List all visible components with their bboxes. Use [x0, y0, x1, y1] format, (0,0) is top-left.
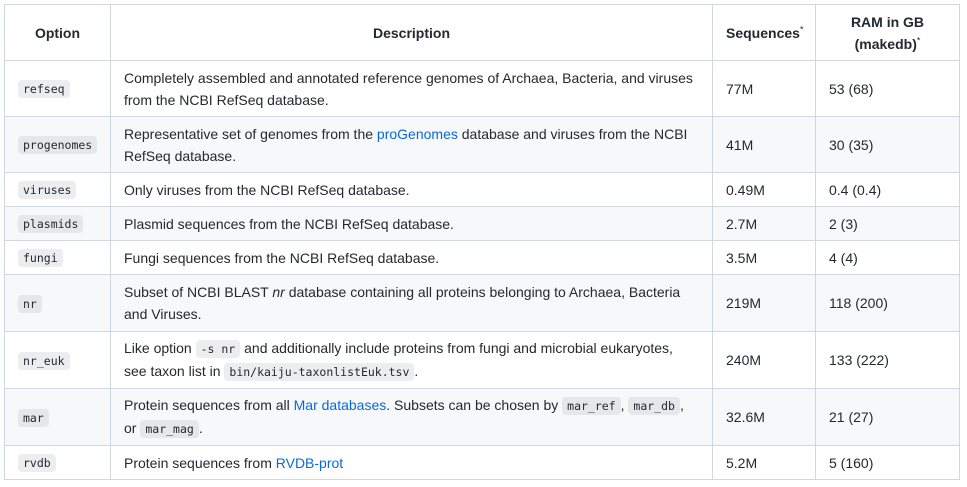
table-row: viruses Only viruses from the NCBI RefSe…	[4, 172, 960, 207]
inline-code: mar_db	[628, 397, 680, 415]
sequences-cell: 240M	[712, 331, 816, 389]
header-sequences-footnote-mark: *	[799, 23, 804, 34]
description-text: , or	[124, 397, 684, 436]
inline-code: mar_ref	[562, 397, 621, 415]
description-emphasis: nr	[272, 284, 285, 300]
description-text: Plasmid sequences from the NCBI RefSeq d…	[124, 215, 454, 232]
sequences-cell: 3.5M	[712, 240, 816, 275]
description-cell: Only viruses from the NCBI RefSeq databa…	[110, 172, 713, 207]
sequences-cell: 2.7M	[712, 206, 816, 241]
table-row: plasmids Plasmid sequences from the NCBI…	[4, 206, 960, 241]
description-cell: Representative set of genomes from the p…	[110, 116, 713, 173]
description-text: Completely assembled and annotated refer…	[124, 69, 693, 108]
description-cell: Like option -s nr and additionally inclu…	[110, 331, 713, 389]
option-cell: fungi	[4, 240, 111, 275]
sequences-cell: 77M	[712, 60, 816, 117]
header-sequences: Sequences*	[712, 4, 816, 61]
option-code: refseq	[18, 80, 70, 98]
description-text: Subset of NCBI BLAST	[124, 284, 273, 300]
description-text: Protein sequences from	[124, 454, 276, 471]
option-cell: viruses	[4, 172, 111, 207]
rvdb-prot-link[interactable]: RVDB-prot	[275, 454, 344, 471]
header-ram-line2: (makedb)	[854, 35, 917, 52]
option-cell: plasmids	[4, 206, 111, 241]
option-code: fungi	[18, 249, 63, 267]
description-text: Protein sequences from all	[124, 397, 294, 413]
description-text: Representative set of genomes from the	[124, 125, 377, 142]
ram-cell: 2 (3)	[815, 206, 960, 241]
inline-code: -s nr	[195, 340, 241, 358]
description-text: . Subsets can be chosen by	[386, 397, 563, 413]
option-cell: mar	[4, 388, 111, 446]
table-row: nr Subset of NCBI BLAST nr database cont…	[4, 274, 960, 332]
option-cell: nr	[4, 274, 111, 332]
option-cell: rvdb	[4, 445, 111, 480]
description-text: and additionally include proteins from f…	[124, 340, 673, 379]
progenomes-link[interactable]: proGenomes	[376, 125, 458, 142]
table-row: rvdb Protein sequences from RVDB-prot 5.…	[4, 445, 960, 480]
table-row: progenomes Representative set of genomes…	[4, 116, 960, 173]
inline-code: mar_mag	[140, 420, 199, 438]
ram-cell: 21 (27)	[815, 388, 960, 446]
sequences-cell: 219M	[712, 274, 816, 332]
ram-cell: 4 (4)	[815, 240, 960, 275]
description-text: .	[414, 363, 419, 379]
description-text: Fungi sequences from the NCBI RefSeq dat…	[124, 249, 440, 266]
header-ram-line1: RAM in GB	[850, 13, 925, 30]
table-row: mar Protein sequences from all Mar datab…	[4, 388, 960, 446]
table-row: nr_euk Like option -s nr and additionall…	[4, 331, 960, 389]
description-cell: Subset of NCBI BLAST nr database contain…	[110, 274, 713, 332]
ram-cell: 133 (222)	[815, 331, 960, 389]
sequences-cell: 41M	[712, 116, 816, 173]
option-code: progenomes	[18, 136, 98, 154]
header-sequences-label: Sequences	[726, 24, 800, 41]
option-code: rvdb	[18, 454, 56, 472]
header-ram-footnote-mark: *	[916, 34, 921, 45]
table-row: fungi Fungi sequences from the NCBI RefS…	[4, 240, 960, 275]
sequences-cell: 0.49M	[712, 172, 816, 207]
option-cell: nr_euk	[4, 331, 111, 389]
table-header-row: Option Description Sequences* RAM in GB(…	[4, 4, 960, 61]
option-code: mar	[18, 408, 49, 427]
sequences-cell: 32.6M	[712, 388, 816, 446]
description-text: ,	[620, 397, 629, 413]
option-code: nr_euk	[18, 351, 70, 370]
description-text: .	[198, 420, 203, 436]
header-description: Description	[110, 4, 713, 61]
description-cell: Protein sequences from all Mar databases…	[110, 388, 713, 446]
header-option: Option	[4, 4, 111, 61]
ram-cell: 0.4 (0.4)	[815, 172, 960, 207]
description-cell: Fungi sequences from the NCBI RefSeq dat…	[110, 240, 713, 275]
description-text: database containing all proteins belongi…	[124, 284, 681, 322]
mar-databases-link[interactable]: Mar databases	[293, 397, 387, 413]
option-cell: refseq	[4, 60, 111, 117]
ram-cell: 30 (35)	[815, 116, 960, 173]
table-row: refseq Completely assembled and annotate…	[4, 60, 960, 117]
ram-cell: 118 (200)	[815, 274, 960, 332]
description-cell: Completely assembled and annotated refer…	[110, 60, 713, 117]
header-ram: RAM in GB (makedb)*	[815, 4, 960, 61]
inline-code: bin/kaiju-taxonlistEuk.tsv	[224, 363, 415, 381]
description-cell: Plasmid sequences from the NCBI RefSeq d…	[110, 206, 713, 241]
database-options-table: Option Description Sequences* RAM in GB(…	[4, 4, 960, 480]
description-text: Only viruses from the NCBI RefSeq databa…	[124, 181, 410, 198]
description-text: database and viruses from the NCBI RefSe…	[124, 125, 688, 164]
option-code: viruses	[18, 181, 77, 199]
option-code: plasmids	[18, 215, 84, 233]
option-code: nr	[18, 294, 42, 313]
description-cell: Protein sequences from RVDB-prot	[110, 445, 713, 480]
ram-cell: 53 (68)	[815, 60, 960, 117]
option-cell: progenomes	[4, 116, 111, 173]
sequences-cell: 5.2M	[712, 445, 816, 480]
description-text: Like option	[124, 340, 196, 356]
ram-cell: 5 (160)	[815, 445, 960, 480]
